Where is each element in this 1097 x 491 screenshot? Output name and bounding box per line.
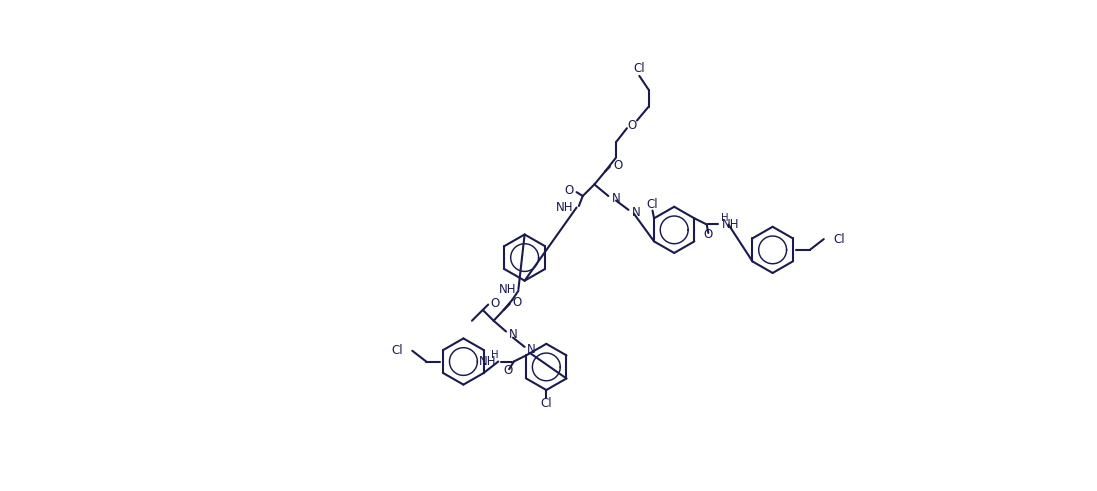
Text: N: N (527, 344, 535, 356)
Text: O: O (502, 364, 512, 377)
Text: O: O (627, 119, 636, 132)
Text: N: N (509, 328, 518, 341)
Text: O: O (613, 159, 623, 172)
Text: Cl: Cl (392, 344, 403, 357)
Text: N: N (611, 192, 620, 205)
Text: NH: NH (722, 218, 739, 231)
Text: H: H (721, 213, 728, 223)
Text: Cl: Cl (647, 198, 658, 211)
Text: Cl: Cl (541, 397, 552, 410)
Text: O: O (490, 297, 500, 309)
Text: O: O (703, 228, 713, 241)
Text: NH: NH (556, 201, 574, 214)
Text: O: O (512, 296, 521, 309)
Text: O: O (564, 184, 574, 197)
Text: NH: NH (499, 283, 517, 297)
Text: NH: NH (479, 355, 497, 368)
Text: Cl: Cl (633, 62, 645, 75)
Text: H: H (491, 351, 499, 360)
Text: Cl: Cl (833, 233, 845, 246)
Text: N: N (632, 206, 641, 218)
